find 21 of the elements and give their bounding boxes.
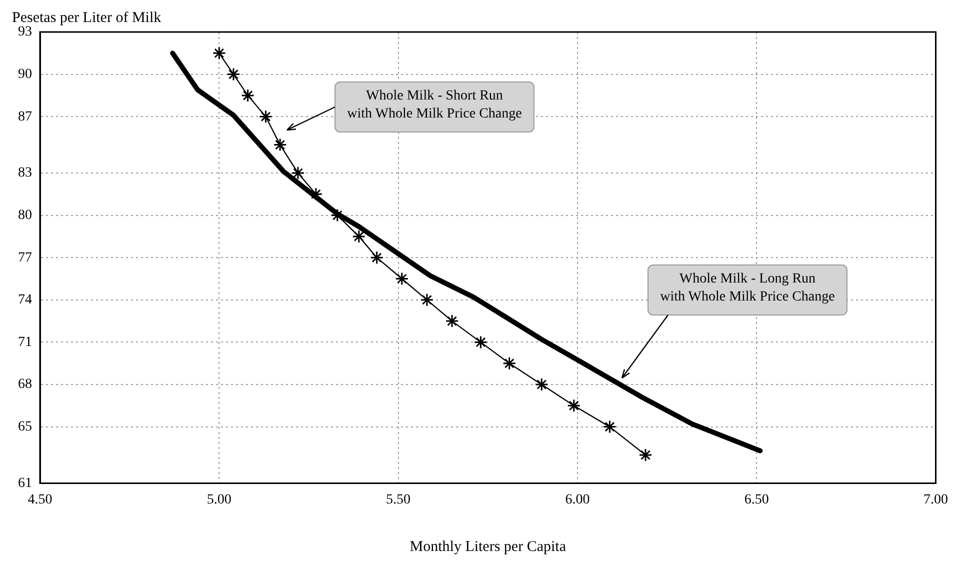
y-tick-label: 93 (18, 24, 32, 40)
y-tick-label: 83 (18, 166, 32, 181)
x-tick-label: 5.50 (386, 492, 411, 508)
y-tick-label: 65 (18, 419, 32, 434)
y-tick-label: 61 (18, 476, 32, 491)
y-axis-title: Pesetas per Liter of Milk (12, 10, 162, 26)
x-tick-label: 6.00 (565, 492, 590, 508)
annotation: Whole Milk - Short Run with Whole Milk Price Change (347, 88, 522, 122)
x-tick-label: 7.00 (924, 492, 948, 508)
x-tick-label: 5.00 (206, 492, 232, 508)
y-tick-label: 80 (18, 208, 32, 223)
y-tick-label: 68 (18, 377, 32, 392)
y-tick-label: 71 (18, 334, 32, 350)
y-tick-label: 77 (18, 250, 32, 266)
annotation: Whole Milk - Long Run with Whole Milk Price Change (660, 272, 835, 305)
y-tick-label: 90 (18, 66, 32, 82)
y-tick-label: 74 (18, 292, 32, 308)
x-axis-title: Monthly Liters per Capita (410, 538, 566, 555)
x-tick-label: 6.50 (744, 492, 769, 508)
y-tick-label: 87 (18, 109, 32, 124)
x-tick-label: 4.50 (28, 492, 52, 508)
